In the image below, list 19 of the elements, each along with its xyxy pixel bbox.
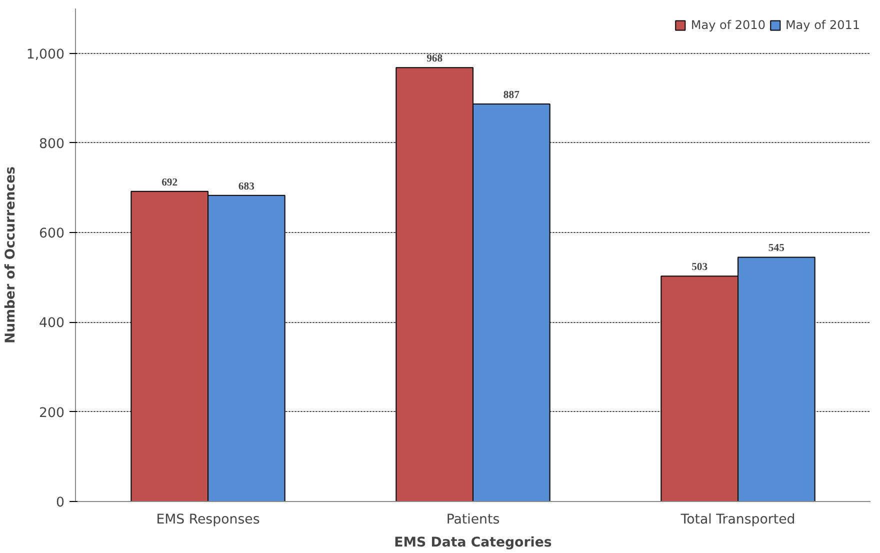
legend-label: May of 2010 bbox=[690, 18, 766, 32]
y-tick-label: 1,000 bbox=[26, 47, 64, 62]
data-label: 887 bbox=[503, 90, 520, 101]
data-label: 692 bbox=[162, 177, 178, 188]
x-axis-title: EMS Data Categories bbox=[394, 536, 552, 550]
y-tick-label: 400 bbox=[39, 316, 65, 332]
x-tick-label: EMS Responses bbox=[156, 512, 260, 528]
y-tick-label: 600 bbox=[39, 226, 65, 242]
data-label: 683 bbox=[238, 181, 254, 192]
y-tick-label: 0 bbox=[56, 496, 65, 510]
y-tick-label: 800 bbox=[39, 136, 65, 152]
data-label: 545 bbox=[768, 243, 784, 254]
data-label: 968 bbox=[426, 54, 443, 65]
x-tick-label: Total Transported bbox=[680, 512, 796, 528]
data-label: 503 bbox=[692, 262, 708, 274]
x-tick-label: Patients bbox=[446, 512, 500, 528]
legend-label: May of 2011 bbox=[785, 18, 860, 32]
y-axis-title: Number of Occurrences bbox=[3, 166, 18, 344]
y-tick-label: 200 bbox=[39, 406, 65, 421]
